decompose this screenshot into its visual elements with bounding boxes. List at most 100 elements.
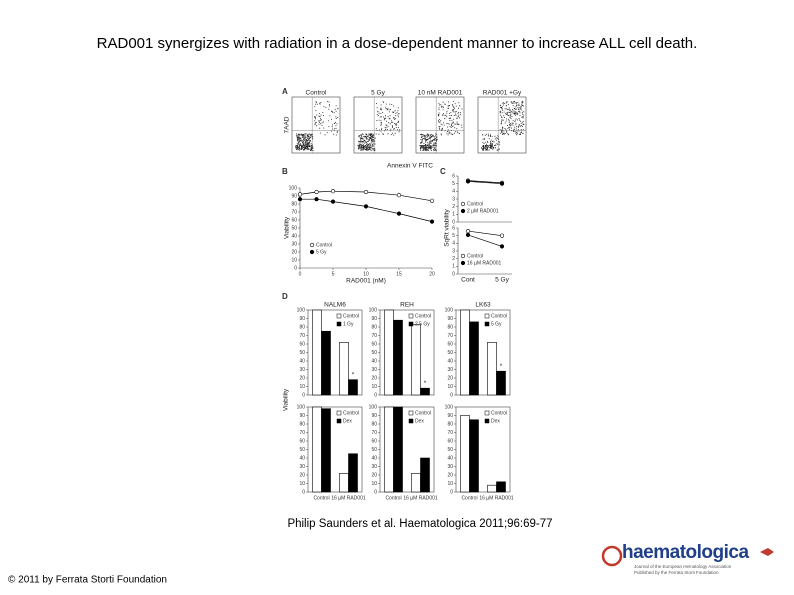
bar [339,472,349,493]
y-tick-label: 80 [447,421,453,427]
chart-title: REH [400,302,414,309]
y-tick-label: 60 [447,341,453,347]
panel-label: D [282,292,288,301]
legend-swatch [484,321,490,327]
y-tick-label: 100 [445,404,454,410]
y-tick-label: 3 [452,248,455,254]
y-tick-label: 60 [299,341,305,347]
y-tick-label: 4 [452,241,455,247]
data-point [499,181,505,186]
y-tick-label: 0 [450,392,453,398]
data-point [363,189,369,195]
y-tick-label: 40 [299,455,305,461]
legend-swatch [336,418,342,424]
chart-title: NALM6 [324,302,346,309]
legend-swatch [408,321,414,327]
y-tick-label: 10 [291,257,297,263]
axis-label: Annexin V FITC [387,163,433,170]
y-tick-label: 50 [291,225,297,231]
bar [460,415,470,493]
y-tick-label: 30 [371,367,377,373]
legend-marker [460,201,466,207]
copyright: © 2011 by Ferrata Storti Foundation [8,575,167,586]
panel-label: A [282,87,288,96]
y-tick-label: 10 [447,481,453,487]
legend-label: Control [415,313,431,319]
legend-label: Control [316,242,332,248]
data-point [465,232,471,237]
y-tick-label: 30 [291,241,297,247]
plot-title: 5 Gy [371,90,385,97]
legend-label: Dex [343,418,352,424]
flow-dots [482,101,525,151]
legend-label: Dex [415,418,424,424]
x-tick-label: Cont [461,277,475,284]
axis-label: Viability [283,388,290,411]
y-tick-label: 0 [302,392,305,398]
x-tick-label: Control [461,495,477,501]
data-point [465,228,471,234]
y-tick-label: 40 [299,358,305,364]
y-tick-label: 0 [450,489,453,495]
x-tick-label: 16 µM RAD001 [403,495,438,501]
bar [411,472,421,493]
y-tick-label: 10 [447,384,453,390]
gate-percent: 45% [481,145,494,152]
axis-label: Viability [284,216,291,239]
legend-label: Control [491,410,507,416]
y-tick-label: 40 [371,358,377,364]
legend-swatch [408,313,414,319]
series-line [467,230,503,237]
y-tick-label: 40 [291,233,297,239]
y-tick-label: 20 [291,249,297,255]
logo: haematologica Journal of the European He… [601,542,774,575]
bar [384,309,394,396]
legend-swatch [408,418,414,424]
data-point [314,197,319,202]
y-tick-label: 2 [452,256,455,262]
series-line [300,198,433,222]
y-tick-label: 0 [302,489,305,495]
legend-swatch [336,313,342,319]
gate-percent: 90% [295,145,308,152]
bar [420,387,430,396]
y-tick-label: 70 [371,430,377,436]
y-tick-label: 10 [299,384,305,390]
x-tick-label: 10 [363,271,369,277]
y-tick-label: 70 [371,333,377,339]
y-tick-label: 40 [447,455,453,461]
y-tick-label: 70 [447,430,453,436]
y-tick-label: 30 [371,464,377,470]
legend-label: Control [343,313,359,319]
y-tick-label: 10 [299,481,305,487]
y-tick-label: 80 [447,324,453,330]
y-tick-label: 80 [371,324,377,330]
bar [321,330,331,396]
legend-swatch [336,321,342,327]
legend-label: 16 µM RAD001 [467,260,502,266]
y-tick-label: 80 [371,421,377,427]
significance: * [500,363,503,370]
legend-swatch [408,410,414,416]
y-tick-label: 30 [299,464,305,470]
y-tick-label: 100 [445,307,454,313]
y-tick-label: 6 [452,173,455,179]
bar [469,321,479,396]
logo-icon [760,548,774,556]
legend-swatch [336,410,342,416]
y-tick-label: 90 [291,193,297,199]
y-tick-label: 90 [371,316,377,322]
y-tick-label: 0 [374,392,377,398]
y-tick-label: 60 [371,438,377,444]
series-line [467,234,503,247]
y-tick-label: 50 [447,447,453,453]
data-point [396,193,402,198]
data-point [314,189,319,195]
y-tick-label: 0 [452,219,455,225]
y-tick-label: 70 [299,333,305,339]
legend-marker [460,253,466,259]
logo-name: haematologica [622,542,749,563]
y-tick-label: 100 [369,307,378,313]
y-tick-label: 10 [371,481,377,487]
